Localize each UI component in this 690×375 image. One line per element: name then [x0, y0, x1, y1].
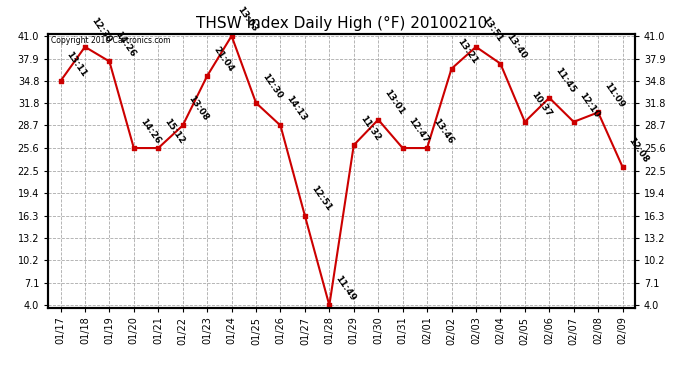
- Point: [250, 100, 262, 106]
- Text: 14:13: 14:13: [284, 94, 308, 123]
- Point: [299, 213, 310, 219]
- Point: [593, 110, 604, 116]
- Point: [471, 44, 482, 50]
- Text: 11:32: 11:32: [358, 114, 382, 142]
- Point: [495, 61, 506, 67]
- Point: [226, 33, 237, 39]
- Point: [177, 123, 188, 129]
- Text: 13:51: 13:51: [480, 15, 504, 44]
- Text: 12:08: 12:08: [627, 136, 651, 164]
- Point: [128, 145, 139, 151]
- Text: 12:47: 12:47: [407, 117, 431, 145]
- Text: 13:08: 13:08: [187, 94, 210, 123]
- Text: 13:21: 13:21: [455, 37, 480, 66]
- Point: [568, 119, 579, 125]
- Text: 15:12: 15:12: [162, 117, 186, 145]
- Text: 12:51: 12:51: [309, 184, 333, 213]
- Point: [422, 145, 433, 151]
- Point: [104, 58, 115, 64]
- Text: 13:01: 13:01: [382, 88, 406, 117]
- Point: [373, 117, 384, 123]
- Text: 13:11: 13:11: [65, 50, 88, 78]
- Point: [446, 66, 457, 72]
- Point: [520, 119, 531, 125]
- Point: [152, 145, 164, 151]
- Text: Copyright 2010 Cartronics.com: Copyright 2010 Cartronics.com: [51, 36, 170, 45]
- Text: 11:09: 11:09: [602, 81, 626, 110]
- Point: [55, 78, 66, 84]
- Text: 12:30: 12:30: [260, 72, 284, 100]
- Text: 13:40: 13:40: [504, 32, 529, 61]
- Text: 10:37: 10:37: [529, 90, 553, 119]
- Text: 13:03: 13:03: [236, 4, 259, 33]
- Text: 11:49: 11:49: [333, 274, 357, 303]
- Point: [348, 142, 359, 148]
- Title: THSW Index Daily High (°F) 20100210: THSW Index Daily High (°F) 20100210: [196, 16, 487, 31]
- Text: 12:30: 12:30: [89, 16, 113, 44]
- Text: 12:10: 12:10: [578, 90, 602, 119]
- Text: 13:46: 13:46: [431, 117, 455, 145]
- Point: [397, 145, 408, 151]
- Text: 21:04: 21:04: [211, 45, 235, 73]
- Text: 11:45: 11:45: [553, 66, 578, 95]
- Point: [275, 123, 286, 129]
- Point: [324, 302, 335, 308]
- Point: [617, 164, 628, 170]
- Text: 14:26: 14:26: [138, 117, 162, 145]
- Point: [544, 95, 555, 101]
- Point: [79, 44, 90, 50]
- Text: 14:26: 14:26: [114, 30, 137, 58]
- Point: [201, 73, 213, 79]
